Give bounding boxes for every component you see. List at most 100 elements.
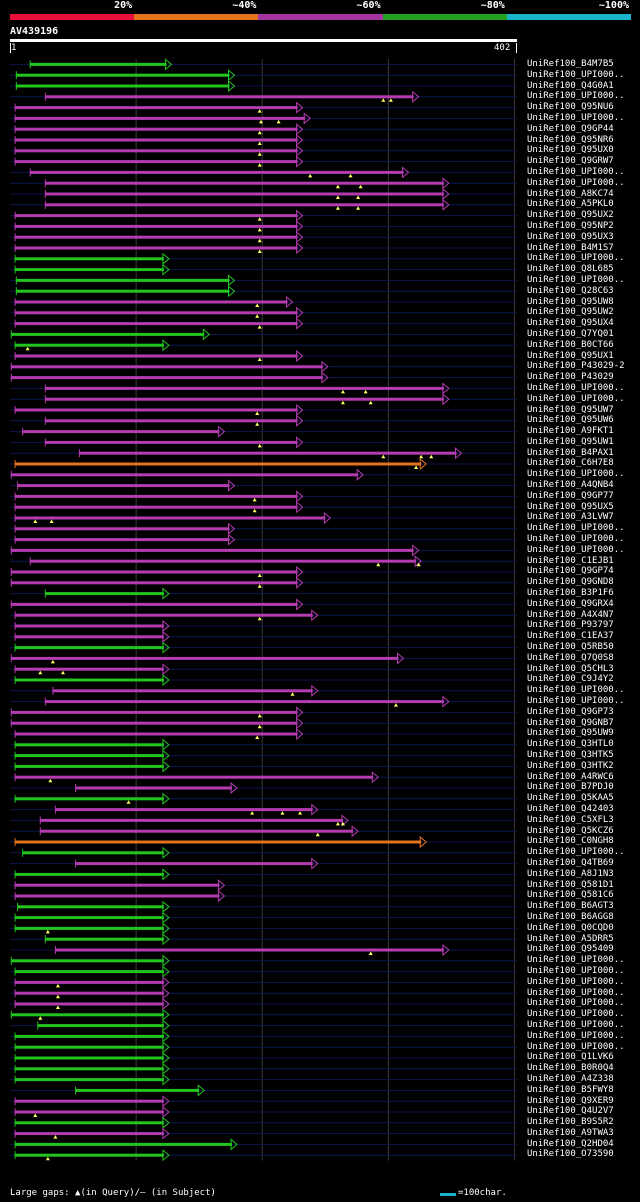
hit-label[interactable]: UniRef100_UPI000.. — [527, 91, 625, 102]
hit-label[interactable]: UniRef100_O73590 — [527, 1149, 614, 1160]
hit-label[interactable]: UniRef100_Q28C63 — [527, 285, 614, 296]
hit-label[interactable]: UniRef100_UPI000.. — [527, 112, 625, 123]
hit-label[interactable]: UniRef100_B4PAX1 — [527, 447, 614, 458]
hit-label[interactable]: UniRef100_UPI000.. — [527, 1030, 625, 1041]
hit-label[interactable]: UniRef100_Q9GRX4 — [527, 598, 614, 609]
hit-label[interactable]: UniRef100_B7PDJ0 — [527, 782, 614, 793]
hit-label[interactable]: UniRef100_A8J1N3 — [527, 868, 614, 879]
hit-label[interactable]: UniRef100_UPI000.. — [527, 976, 625, 987]
hit-label[interactable]: UniRef100_A9FKT1 — [527, 426, 614, 437]
hit-label[interactable]: UniRef100_Q95UW8 — [527, 296, 614, 307]
hit-label[interactable]: UniRef100_Q95NP2 — [527, 220, 614, 231]
hit-label[interactable]: UniRef100_UPI000.. — [527, 534, 625, 545]
hit-label[interactable]: UniRef100_UPI000.. — [527, 166, 625, 177]
hit-label[interactable]: UniRef100_A5PKL0 — [527, 199, 614, 210]
hit-label[interactable]: UniRef100_A3LVW7 — [527, 512, 614, 523]
hit-label[interactable]: UniRef100_UPI000.. — [527, 1019, 625, 1030]
hit-label[interactable]: UniRef100_Q95409 — [527, 944, 614, 955]
hit-label[interactable]: UniRef100_C9J4Y2 — [527, 674, 614, 685]
hit-label[interactable]: UniRef100_B6AGG8 — [527, 911, 614, 922]
hit-label[interactable]: UniRef100_A8KC74 — [527, 188, 614, 199]
hit-label[interactable]: UniRef100_Q9XER9 — [527, 1095, 614, 1106]
hit-label[interactable]: UniRef100_C1EA37 — [527, 631, 614, 642]
hit-label[interactable]: UniRef100_B9S5R2 — [527, 1117, 614, 1128]
hit-label[interactable]: UniRef100_Q9GP77 — [527, 490, 614, 501]
hit-label[interactable]: UniRef100_Q95UW6 — [527, 415, 614, 426]
hit-label[interactable]: UniRef100_A9TWA3 — [527, 1127, 614, 1138]
hit-label[interactable]: UniRef100_A4RWC6 — [527, 771, 614, 782]
hit-label[interactable]: UniRef100_P93797 — [527, 620, 614, 631]
hit-label[interactable]: UniRef100_Q7YQ01 — [527, 328, 614, 339]
hit-label[interactable]: UniRef100_B0R0Q4 — [527, 1063, 614, 1074]
hit-label[interactable]: UniRef100_Q7Q0S8 — [527, 652, 614, 663]
hit-label[interactable]: UniRef100_UPI000.. — [527, 177, 625, 188]
hit-label[interactable]: UniRef100_Q95UX4 — [527, 318, 614, 329]
hit-label[interactable]: UniRef100_A4X4N7 — [527, 609, 614, 620]
hit-label[interactable]: UniRef100_B6AGT3 — [527, 901, 614, 912]
hit-label[interactable]: UniRef100_UPI000.. — [527, 69, 625, 80]
hit-label[interactable]: UniRef100_Q95UX0 — [527, 145, 614, 156]
hit-label[interactable]: UniRef100_UPI000.. — [527, 998, 625, 1009]
hit-label[interactable]: UniRef100_Q95UX5 — [527, 501, 614, 512]
hit-label[interactable]: UniRef100_Q95UW7 — [527, 404, 614, 415]
hit-label[interactable]: UniRef100_Q9GNB7 — [527, 717, 614, 728]
hit-label[interactable]: UniRef100_Q5KCZ6 — [527, 825, 614, 836]
hit-label[interactable]: UniRef100_UPI000.. — [527, 955, 625, 966]
hit-label[interactable]: UniRef100_UPI000.. — [527, 274, 625, 285]
hit-label[interactable]: UniRef100_UPI000.. — [527, 253, 625, 264]
hit-label[interactable]: UniRef100_A4QNB4 — [527, 480, 614, 491]
hit-label[interactable]: UniRef100_A5DRR5 — [527, 933, 614, 944]
hit-label[interactable]: UniRef100_Q9GRW7 — [527, 156, 614, 167]
hit-label[interactable]: UniRef100_B5FWY8 — [527, 1084, 614, 1095]
hit-label[interactable]: UniRef100_Q0CQD0 — [527, 922, 614, 933]
hit-label[interactable]: UniRef100_Q4G0A1 — [527, 80, 614, 91]
hit-label[interactable]: UniRef100_B3P1F6 — [527, 588, 614, 599]
hit-label[interactable]: UniRef100_UPI000.. — [527, 965, 625, 976]
hit-label[interactable]: UniRef100_UPI000.. — [527, 847, 625, 858]
hit-label[interactable]: UniRef100_UPI000.. — [527, 469, 625, 480]
hit-label[interactable]: UniRef100_A4Z338 — [527, 1073, 614, 1084]
hit-label[interactable]: UniRef100_UPI000.. — [527, 1041, 625, 1052]
hit-label[interactable]: UniRef100_C1EJB1 — [527, 555, 614, 566]
hit-label[interactable]: UniRef100_Q3HTK2 — [527, 760, 614, 771]
hit-label[interactable]: UniRef100_Q95UX3 — [527, 231, 614, 242]
hit-label[interactable]: UniRef100_UPI000.. — [527, 696, 625, 707]
hit-label[interactable]: UniRef100_Q2HD04 — [527, 1138, 614, 1149]
hit-label[interactable]: UniRef100_Q4U2V7 — [527, 1106, 614, 1117]
hit-label[interactable]: UniRef100_B4M1S7 — [527, 242, 614, 253]
hit-label[interactable]: UniRef100_C5XFL3 — [527, 814, 614, 825]
hit-label[interactable]: UniRef100_Q5RB50 — [527, 642, 614, 653]
hit-label[interactable]: UniRef100_Q95UW9 — [527, 728, 614, 739]
hit-label[interactable]: UniRef100_Q581C6 — [527, 890, 614, 901]
hit-label[interactable]: UniRef100_Q9GP74 — [527, 566, 614, 577]
hit-label[interactable]: UniRef100_UPI000.. — [527, 382, 625, 393]
hit-label[interactable]: UniRef100_UPI000.. — [527, 523, 625, 534]
hit-label[interactable]: UniRef100_Q9GND8 — [527, 577, 614, 588]
hit-label[interactable]: UniRef100_UPI000.. — [527, 1009, 625, 1020]
hit-label[interactable]: UniRef100_UPI000.. — [527, 987, 625, 998]
hit-label[interactable]: UniRef100_Q95UX2 — [527, 210, 614, 221]
hit-label[interactable]: UniRef100_Q3HTK5 — [527, 750, 614, 760]
hit-label[interactable]: UniRef100_UPI000.. — [527, 685, 625, 696]
hit-label[interactable]: UniRef100_Q95UX1 — [527, 350, 614, 361]
hit-label[interactable]: UniRef100_B4M7B5 — [527, 59, 614, 69]
hit-label[interactable]: UniRef100_P43029-2 — [527, 361, 625, 372]
hit-label[interactable]: UniRef100_B0CT66 — [527, 339, 614, 350]
hit-label[interactable]: UniRef100_Q95NR6 — [527, 134, 614, 145]
hit-label[interactable]: UniRef100_Q9GP73 — [527, 706, 614, 717]
hit-label[interactable]: UniRef100_Q42403 — [527, 803, 614, 814]
hit-label[interactable]: UniRef100_C6H7E8 — [527, 458, 614, 469]
hit-label[interactable]: UniRef100_Q95UW2 — [527, 307, 614, 318]
hit-label[interactable]: UniRef100_Q95UW1 — [527, 436, 614, 447]
hit-label[interactable]: UniRef100_Q95NU6 — [527, 102, 614, 113]
hit-label[interactable]: UniRef100_Q581D1 — [527, 879, 614, 890]
hit-label[interactable]: UniRef100_Q3HTL0 — [527, 739, 614, 750]
hit-label[interactable]: UniRef100_C0NGH8 — [527, 836, 614, 847]
hit-label[interactable]: UniRef100_Q5CHL3 — [527, 663, 614, 674]
hit-label[interactable]: UniRef100_Q8L685 — [527, 264, 614, 275]
hit-label[interactable]: UniRef100_Q1LVK6 — [527, 1052, 614, 1063]
hit-label[interactable]: UniRef100_P43029 — [527, 372, 614, 383]
hit-label[interactable]: UniRef100_Q4TB69 — [527, 857, 614, 868]
hit-label[interactable]: UniRef100_UPI000.. — [527, 544, 625, 555]
hit-label[interactable]: UniRef100_UPI000.. — [527, 393, 625, 404]
